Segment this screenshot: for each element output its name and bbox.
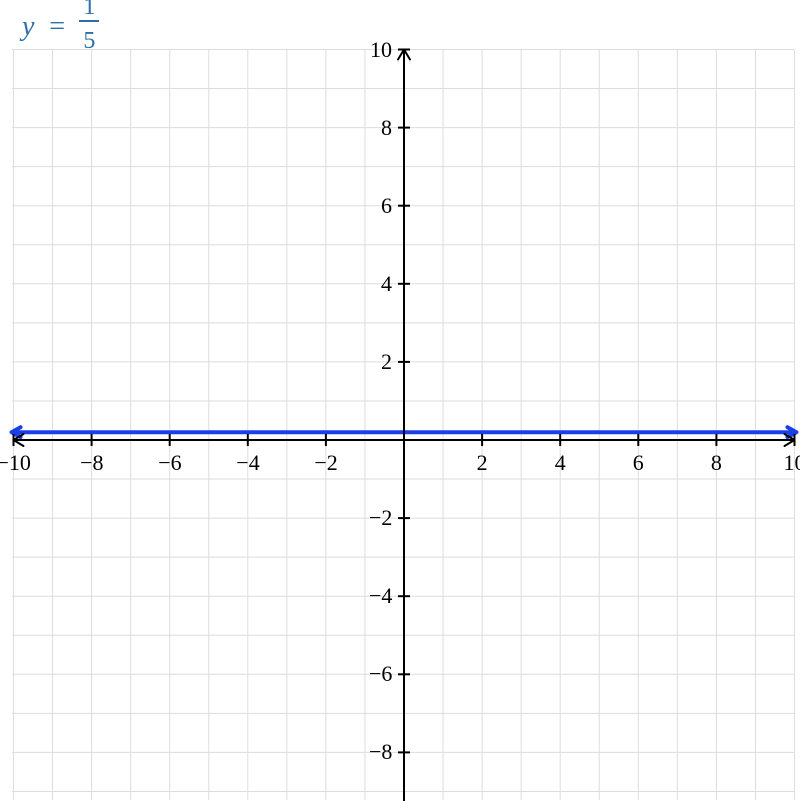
figure: y = 1 5 −10−8−6−4−2246810−8−6−4−2246810 [0,0,800,801]
tick-label: −8 [369,739,392,765]
coordinate-plane [0,0,800,801]
tick-label: 6 [633,450,644,476]
tick-label: −4 [369,583,392,609]
tick-label: 4 [381,271,392,297]
tick-label: −6 [369,661,392,687]
tick-label: 8 [381,115,392,141]
tick-label: 6 [381,193,392,219]
tick-label: 10 [370,37,392,63]
tick-label: −4 [236,450,259,476]
tick-label: 4 [555,450,566,476]
tick-label: 2 [381,349,392,375]
tick-label: −8 [80,450,103,476]
tick-label: 8 [711,450,722,476]
tick-label: 10 [784,450,800,476]
tick-label: −2 [314,450,337,476]
tick-label: 2 [477,450,488,476]
tick-label: −2 [369,505,392,531]
tick-label: −6 [158,450,181,476]
tick-label: −10 [0,450,31,476]
